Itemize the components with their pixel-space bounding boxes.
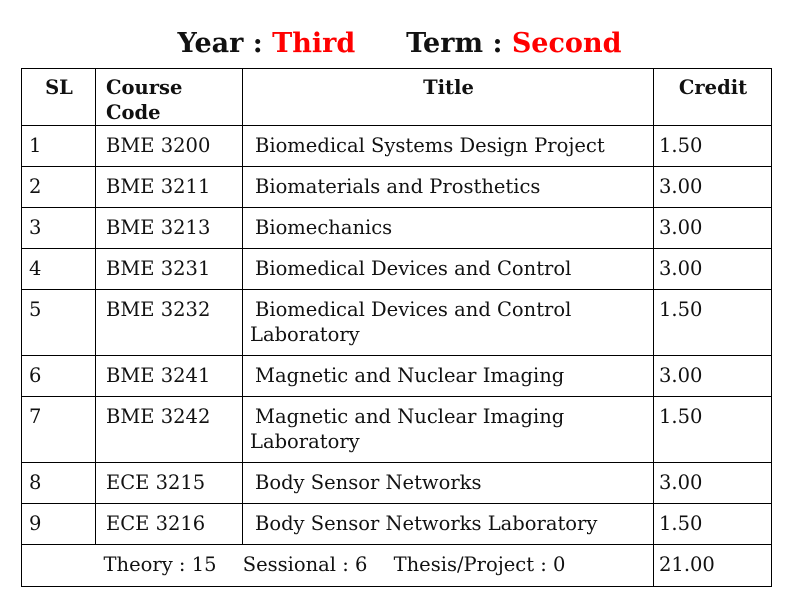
table-row: 7 BME 3242 Magnetic and Nuclear Imaging …	[21, 396, 772, 463]
row-sl: 2	[21, 166, 96, 208]
table-row: 2 BME 3211 Biomaterials and Prosthetics …	[21, 166, 772, 208]
table-row: 9 ECE 3216 Body Sensor Networks Laborato…	[21, 503, 772, 545]
row-title-line1: Biomedical Devices and Control	[255, 257, 572, 280]
row-credit: 1.50	[653, 396, 772, 463]
table-row: 1 BME 3200 Biomedical Systems Design Pro…	[21, 125, 772, 167]
header-credit: Credit	[653, 68, 772, 126]
row-credit: 1.50	[653, 289, 772, 356]
row-title-line1: Biomedical Systems Design Project	[255, 134, 605, 157]
term-label: Term	[406, 28, 484, 59]
summary-cell: Theory : 15 Sessional : 6 Thesis/Project…	[21, 544, 654, 587]
row-title: Biomechanics	[242, 207, 654, 249]
row-course-code: BME 3200	[95, 125, 243, 167]
table-row: 6 BME 3241 Magnetic and Nuclear Imaging …	[21, 355, 772, 397]
row-credit: 3.00	[653, 462, 772, 504]
header-sl: SL	[21, 68, 96, 126]
row-sl: 9	[21, 503, 96, 545]
row-title: Biomaterials and Prosthetics	[242, 166, 654, 208]
row-course-code: ECE 3215	[95, 462, 243, 504]
row-credit: 3.00	[653, 207, 772, 249]
row-title-line1: Biomedical Devices and Control	[255, 298, 572, 321]
year-label: Year	[177, 28, 244, 59]
row-title-line1: Magnetic and Nuclear Imaging	[255, 364, 565, 387]
header-title: Title	[242, 68, 654, 126]
row-title: Magnetic and Nuclear Imaging	[242, 355, 654, 397]
row-title: Biomedical Systems Design Project	[242, 125, 654, 167]
row-title-line2: Laboratory	[250, 323, 360, 346]
row-title: Biomedical Devices and Control Laborator…	[242, 289, 654, 356]
row-course-code: BME 3231	[95, 248, 243, 290]
row-sl: 8	[21, 462, 96, 504]
summary-row: Theory : 15 Sessional : 6 Thesis/Project…	[21, 544, 772, 587]
row-title-line1: Magnetic and Nuclear Imaging	[255, 405, 565, 428]
row-credit: 3.00	[653, 355, 772, 397]
row-course-code: BME 3213	[95, 207, 243, 249]
row-sl: 6	[21, 355, 96, 397]
row-credit: 1.50	[653, 125, 772, 167]
term-value: Second	[511, 28, 622, 59]
term-separator: :	[492, 28, 503, 59]
table-row: 4 BME 3231 Biomedical Devices and Contro…	[21, 248, 772, 290]
total-credit: 21.00	[653, 544, 772, 587]
row-course-code: BME 3232	[95, 289, 243, 356]
sessional-summary: Sessional : 6	[242, 553, 368, 576]
table-row: 5 BME 3232 Biomedical Devices and Contro…	[21, 289, 772, 356]
row-credit: 3.00	[653, 166, 772, 208]
table-row: 3 BME 3213 Biomechanics 3.00	[21, 207, 772, 249]
year-value: Third	[272, 28, 356, 59]
row-title: Magnetic and Nuclear Imaging Laboratory	[242, 396, 654, 463]
table-header-row: SL Course Code Title Credit	[21, 68, 772, 126]
row-course-code: BME 3242	[95, 396, 243, 463]
row-title-line1: Biomaterials and Prosthetics	[255, 175, 541, 198]
row-sl: 3	[21, 207, 96, 249]
row-sl: 5	[21, 289, 96, 356]
row-title: Body Sensor Networks Laboratory	[242, 503, 654, 545]
row-title-line1: Body Sensor Networks Laboratory	[255, 512, 598, 535]
row-title-line1: Biomechanics	[255, 216, 393, 239]
header-course-code: Course Code	[95, 68, 243, 126]
row-credit: 3.00	[653, 248, 772, 290]
row-title-line2: Laboratory	[250, 430, 360, 453]
row-title-line1: Body Sensor Networks	[255, 471, 482, 494]
year-separator: :	[252, 28, 263, 59]
thesis-summary: Thesis/Project : 0	[393, 553, 566, 576]
row-course-code: ECE 3216	[95, 503, 243, 545]
table-row: 8 ECE 3215 Body Sensor Networks 3.00	[21, 462, 772, 504]
year-term-heading: Year : Third Term : Second	[0, 28, 799, 59]
row-title: Biomedical Devices and Control	[242, 248, 654, 290]
row-course-code: BME 3211	[95, 166, 243, 208]
row-sl: 4	[21, 248, 96, 290]
row-course-code: BME 3241	[95, 355, 243, 397]
course-table: SL Course Code Title Credit 1 BME 3200 B…	[21, 68, 772, 587]
row-credit: 1.50	[653, 503, 772, 545]
theory-summary: Theory : 15	[103, 553, 217, 576]
row-sl: 1	[21, 125, 96, 167]
row-sl: 7	[21, 396, 96, 463]
row-title: Body Sensor Networks	[242, 462, 654, 504]
